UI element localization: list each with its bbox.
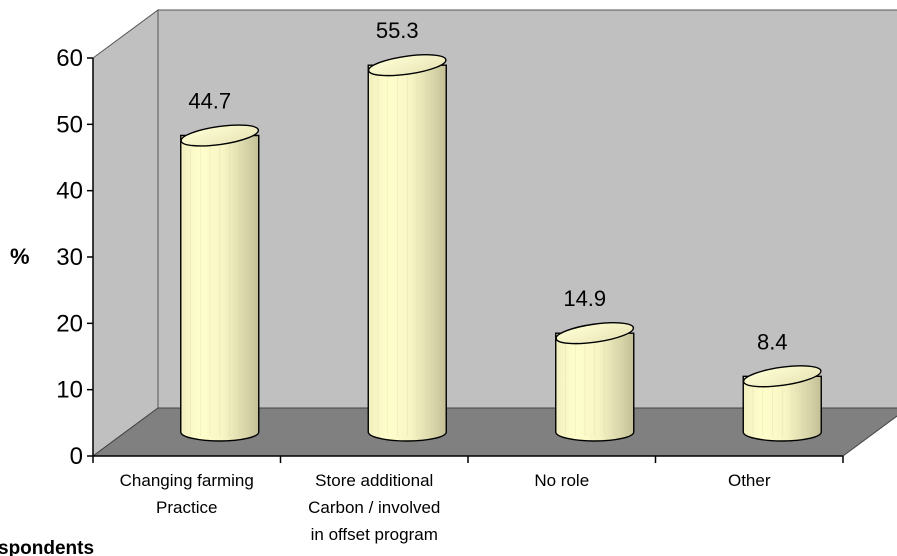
x-tick-label: Store additional Carbon / involved in offs… <box>308 471 440 544</box>
y-tick-label: 0 <box>70 443 83 470</box>
y-tick-label: 60 <box>56 45 83 72</box>
back-wall <box>157 9 897 409</box>
bar: 44.7 <box>180 88 260 442</box>
y-tick-label: 20 <box>56 310 83 337</box>
y-tick-label: 10 <box>56 377 83 404</box>
bar-cap <box>742 365 822 388</box>
x-axis: Changing farming Practice Store additional… <box>92 455 844 544</box>
y-tick-label: 40 <box>56 178 83 205</box>
bars-group: 44.7 55.3 14.9 8.4 <box>180 18 822 442</box>
bar-cap <box>367 54 447 77</box>
chart-frame <box>91 9 897 457</box>
x-tick-label: Changing farming Practice <box>120 471 254 517</box>
bar-cap <box>555 322 635 345</box>
y-tick-label: 50 <box>56 111 83 138</box>
data-label: 14.9 <box>563 286 606 311</box>
x-tick-label: Other <box>728 471 771 490</box>
y-tick-label: 30 <box>56 244 83 271</box>
footnote-text: spondents <box>0 538 94 556</box>
data-label: 8.4 <box>757 329 788 354</box>
y-axis: 0 10 20 30 40 50 60 <box>56 45 94 470</box>
data-label: 44.7 <box>188 88 231 113</box>
bar: 55.3 <box>367 18 447 442</box>
bar-cap <box>180 124 260 147</box>
y-axis-label: % <box>10 244 30 269</box>
bar: 14.9 <box>555 286 635 442</box>
x-tick-label: No role <box>534 471 589 490</box>
left-wall <box>92 9 159 457</box>
data-label: 55.3 <box>376 18 419 43</box>
bar: 8.4 <box>742 329 822 442</box>
